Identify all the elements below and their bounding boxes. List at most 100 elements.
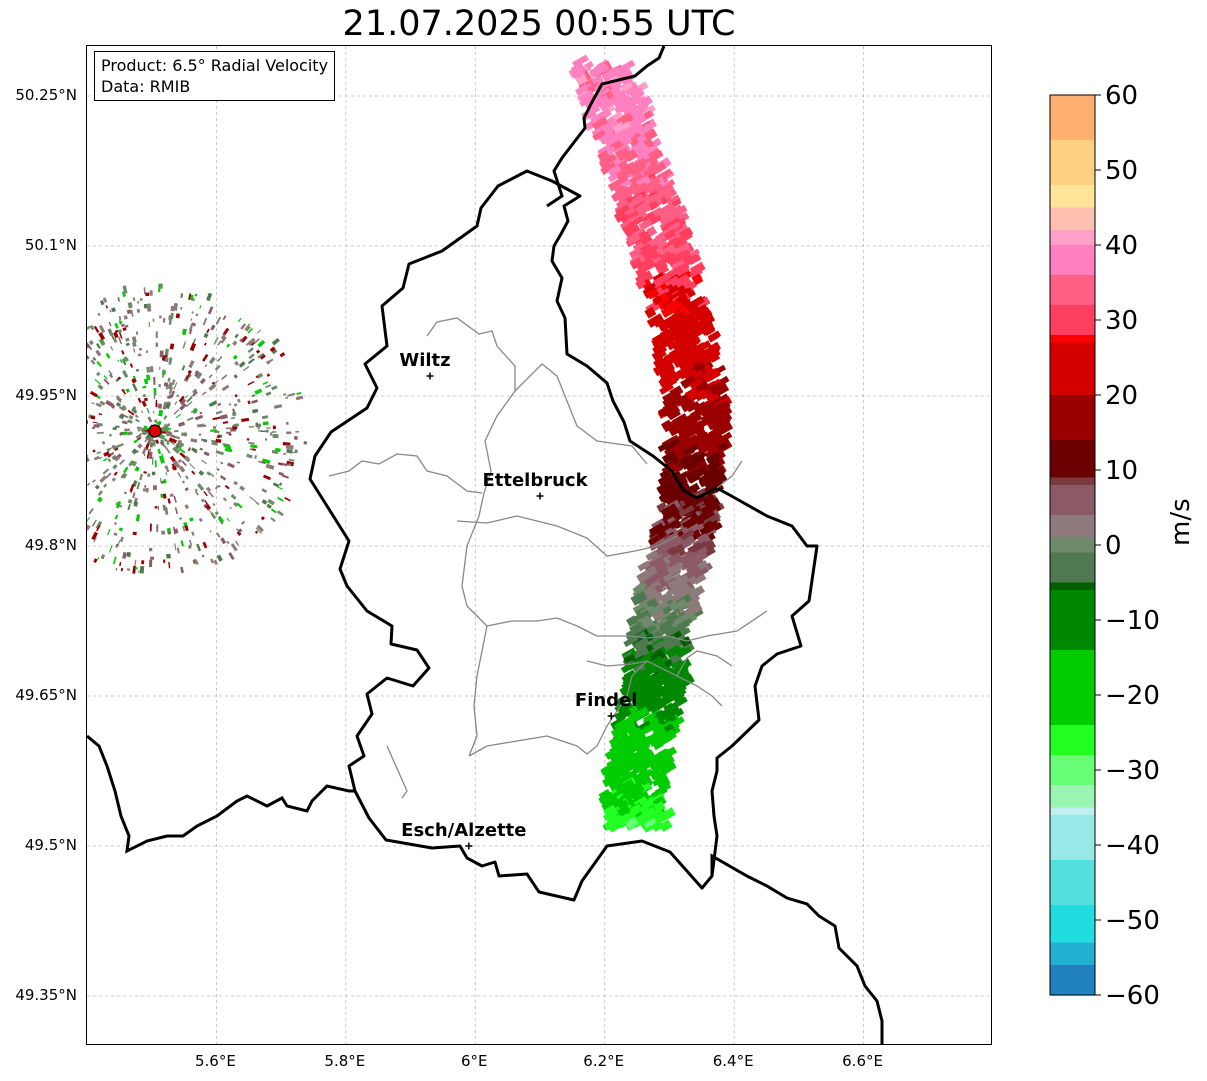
map-canvas[interactable]: Wiltz Ettelbruck Findel Esch/Alzette	[87, 46, 992, 1045]
clutter-pixel	[208, 400, 218, 407]
clutter-pixel	[109, 445, 117, 450]
clutter-pixel	[233, 374, 238, 379]
city-marker[interactable]: Findel	[575, 690, 638, 720]
velocity-pixel	[661, 406, 673, 417]
colorbar-step	[1050, 275, 1095, 284]
velocity-pixel	[630, 590, 648, 606]
velocity-pixel	[666, 546, 678, 557]
clutter-pixel	[136, 426, 142, 430]
velocity-pixel	[638, 218, 653, 231]
clutter-pixel	[103, 457, 108, 462]
clutter-pixel	[121, 358, 127, 366]
lat-tick-label: 49.8°N	[24, 536, 77, 554]
velocity-pixel	[608, 748, 626, 764]
clutter-pixel	[210, 558, 215, 564]
clutter-pixel	[174, 401, 178, 405]
colorbar-step	[1050, 237, 1095, 246]
clutter-pixel	[236, 531, 242, 536]
velocity-pixel	[660, 207, 675, 220]
colorbar-step	[1050, 410, 1095, 419]
velocity-pixel	[608, 736, 619, 746]
velocity-pixel	[667, 341, 678, 351]
clutter-pixel	[122, 466, 129, 474]
velocity-pixel	[651, 786, 668, 800]
velocity-pixel	[657, 472, 675, 486]
clutter-pixel	[147, 438, 152, 444]
clutter-pixel	[234, 360, 240, 366]
clutter-pixel	[154, 460, 157, 468]
clutter-pixel	[142, 385, 147, 389]
canton-boundaries	[328, 317, 768, 799]
clutter-pixel	[247, 327, 253, 334]
clutter-pixel	[252, 408, 259, 414]
clutter-pixel	[179, 452, 186, 459]
colorbar-step	[1050, 132, 1095, 141]
velocity-pixel	[634, 739, 651, 754]
clutter-pixel	[185, 475, 189, 480]
clutter-pixel	[121, 350, 125, 355]
clutter-pixel	[214, 485, 219, 490]
clutter-pixel	[249, 496, 257, 502]
data-source-label: Data: RMIB	[101, 77, 191, 96]
clutter-pixel	[163, 559, 166, 564]
colorbar-tick-label: −10	[1105, 606, 1160, 636]
clutter-pixel	[117, 297, 121, 302]
clutter-pixel	[147, 305, 152, 312]
clutter-pixel	[250, 444, 258, 449]
velocity-pixel	[643, 146, 654, 156]
clutter-pixel	[149, 366, 154, 373]
clutter-pixel	[168, 437, 178, 444]
clutter-pixel	[159, 477, 162, 484]
clutter-pixel	[214, 336, 219, 343]
clutter-pixel	[217, 340, 222, 346]
clutter-pixel	[111, 404, 116, 409]
colorbar-step	[1050, 747, 1095, 756]
clutter-pixel	[157, 403, 163, 409]
velocity-pixel	[659, 383, 674, 395]
clutter-pixel	[131, 378, 137, 384]
clutter-pixel	[131, 460, 138, 467]
clutter-pixel	[239, 485, 246, 492]
colorbar-step	[1050, 492, 1095, 501]
clutter-pixel	[107, 458, 112, 463]
city-marker[interactable]: Wiltz	[399, 350, 451, 380]
clutter-pixel	[148, 321, 150, 328]
clutter-pixel	[257, 339, 266, 348]
clutter-pixel	[271, 337, 280, 346]
city-marker[interactable]: Esch/Alzette	[401, 820, 526, 850]
clutter-pixel	[265, 429, 269, 433]
clutter-pixel	[121, 404, 127, 410]
clutter-pixel	[219, 475, 227, 481]
clutter-pixel	[127, 504, 131, 511]
clutter-pixel	[247, 337, 256, 347]
colorbar-step	[1050, 950, 1095, 959]
clutter-pixel	[145, 488, 149, 493]
map-panel[interactable]: Wiltz Ettelbruck Findel Esch/Alzette	[86, 45, 992, 1045]
clutter-pixel	[201, 459, 207, 465]
clutter-pixel	[155, 439, 159, 444]
velocity-pixel	[655, 263, 670, 276]
radar-site-marker[interactable]	[148, 424, 162, 438]
clutter-pixel	[191, 470, 196, 475]
velocity-pixel	[685, 470, 697, 482]
colorbar-step	[1050, 627, 1095, 636]
clutter-pixel	[164, 428, 168, 432]
velocity-pixel	[627, 803, 643, 816]
clutter-pixel	[127, 419, 133, 424]
velocity-pixel	[670, 302, 685, 316]
clutter-pixel	[153, 391, 156, 400]
clutter-pixel	[116, 443, 124, 449]
velocity-pixel	[575, 74, 588, 86]
clutter-pixel	[187, 447, 192, 452]
clutter-pixel	[114, 329, 119, 334]
clutter-pixel	[229, 506, 232, 510]
clutter-pixel	[115, 395, 123, 402]
city-marker[interactable]: Ettelbruck	[482, 470, 589, 500]
velocity-pixel	[632, 581, 648, 594]
velocity-pixel	[667, 578, 681, 590]
colorbar-step	[1050, 942, 1095, 951]
clutter-pixel	[143, 453, 146, 457]
clutter-pixel	[194, 414, 204, 421]
clutter-pixel	[264, 415, 269, 419]
colorbar-step	[1050, 852, 1095, 861]
